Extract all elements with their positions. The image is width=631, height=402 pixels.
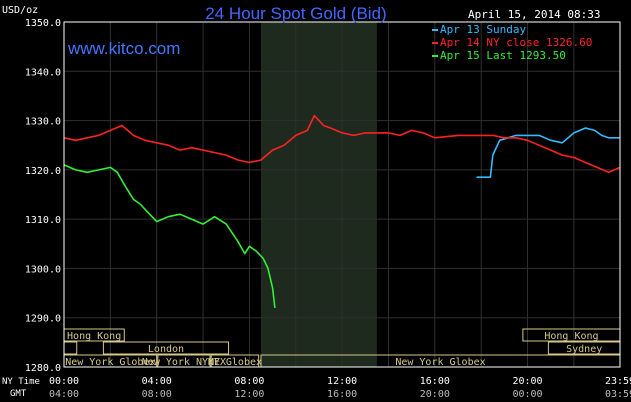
price-series	[63, 114, 621, 308]
ny-time-tick: 04:00	[142, 376, 172, 387]
date-stamp: April 15, 2014 08:33	[468, 8, 600, 21]
y-tick-label: 1350.0	[25, 18, 61, 29]
ny-time-tick: 20:00	[512, 376, 542, 387]
ny-session-highlight	[260, 22, 377, 367]
gmt-tick: 08:00	[142, 389, 172, 400]
gmt-tick: 12:00	[234, 389, 264, 400]
ny-time-tick: 08:00	[234, 376, 264, 387]
session-label: New York NYMEX	[142, 357, 226, 368]
y-tick-label: 1290.0	[25, 314, 61, 325]
gmt-tick: 16:00	[327, 389, 357, 400]
y-tick-label: 1320.0	[25, 166, 61, 177]
ny-time-tick: 00:00	[49, 376, 79, 387]
series-line	[63, 114, 621, 174]
gmt-tick: 20:00	[420, 389, 450, 400]
ny-time-title: NY Time	[2, 377, 40, 387]
session-label: Sydney	[566, 344, 602, 355]
session-label: NY Globex	[208, 357, 262, 368]
gmt-title: GMT	[10, 389, 27, 399]
gmt-tick: 00:00	[512, 389, 542, 400]
session-label: New York Globex	[65, 357, 155, 368]
y-tick-labels: 1280.0 1290.0 1300.0 1310.0 1320.0 1330.0 1340…	[25, 18, 61, 374]
site-watermark: www.kitco.com	[67, 39, 180, 58]
y-tick-label: 1330.0	[25, 117, 61, 128]
legend-item-last: Apr 15 Last 1293.50	[440, 49, 566, 62]
legend: Apr 13 Sunday Apr 14 NY close 1326.60 Ap…	[432, 23, 592, 62]
ny-time-tick: 23:59	[605, 376, 631, 387]
legend-item-ny-close: Apr 14 NY close 1326.60	[440, 36, 592, 49]
ny-time-tick: 12:00	[327, 376, 357, 387]
y-tick-label: 1300.0	[25, 264, 61, 275]
unit-label: USD/oz	[2, 5, 38, 16]
session-label: New York Globex	[395, 357, 485, 368]
y-tick-label: 1340.0	[25, 67, 61, 78]
session-box	[102, 341, 230, 355]
series-line	[63, 164, 276, 308]
series-line	[476, 127, 620, 178]
session-label: Hong Kong	[67, 331, 121, 342]
session-label: Hong Kong	[544, 331, 598, 342]
session-label: London	[148, 344, 184, 355]
x-tick-labels: 00:00 04:00 04:00 08:00 08:00 12:00 12:00 16:00…	[49, 376, 631, 400]
ny-time-tick: 16:00	[420, 376, 450, 387]
chart-title: 24 Hour Spot Gold (Bid)	[205, 4, 386, 23]
gmt-tick: 03:59	[605, 389, 631, 400]
y-tick-label: 1280.0	[25, 363, 61, 374]
plot-frame	[63, 21, 621, 368]
legend-item-sunday: Apr 13 Sunday	[440, 23, 526, 36]
y-tick-label: 1310.0	[25, 215, 61, 226]
gmt-tick: 04:00	[49, 389, 79, 400]
